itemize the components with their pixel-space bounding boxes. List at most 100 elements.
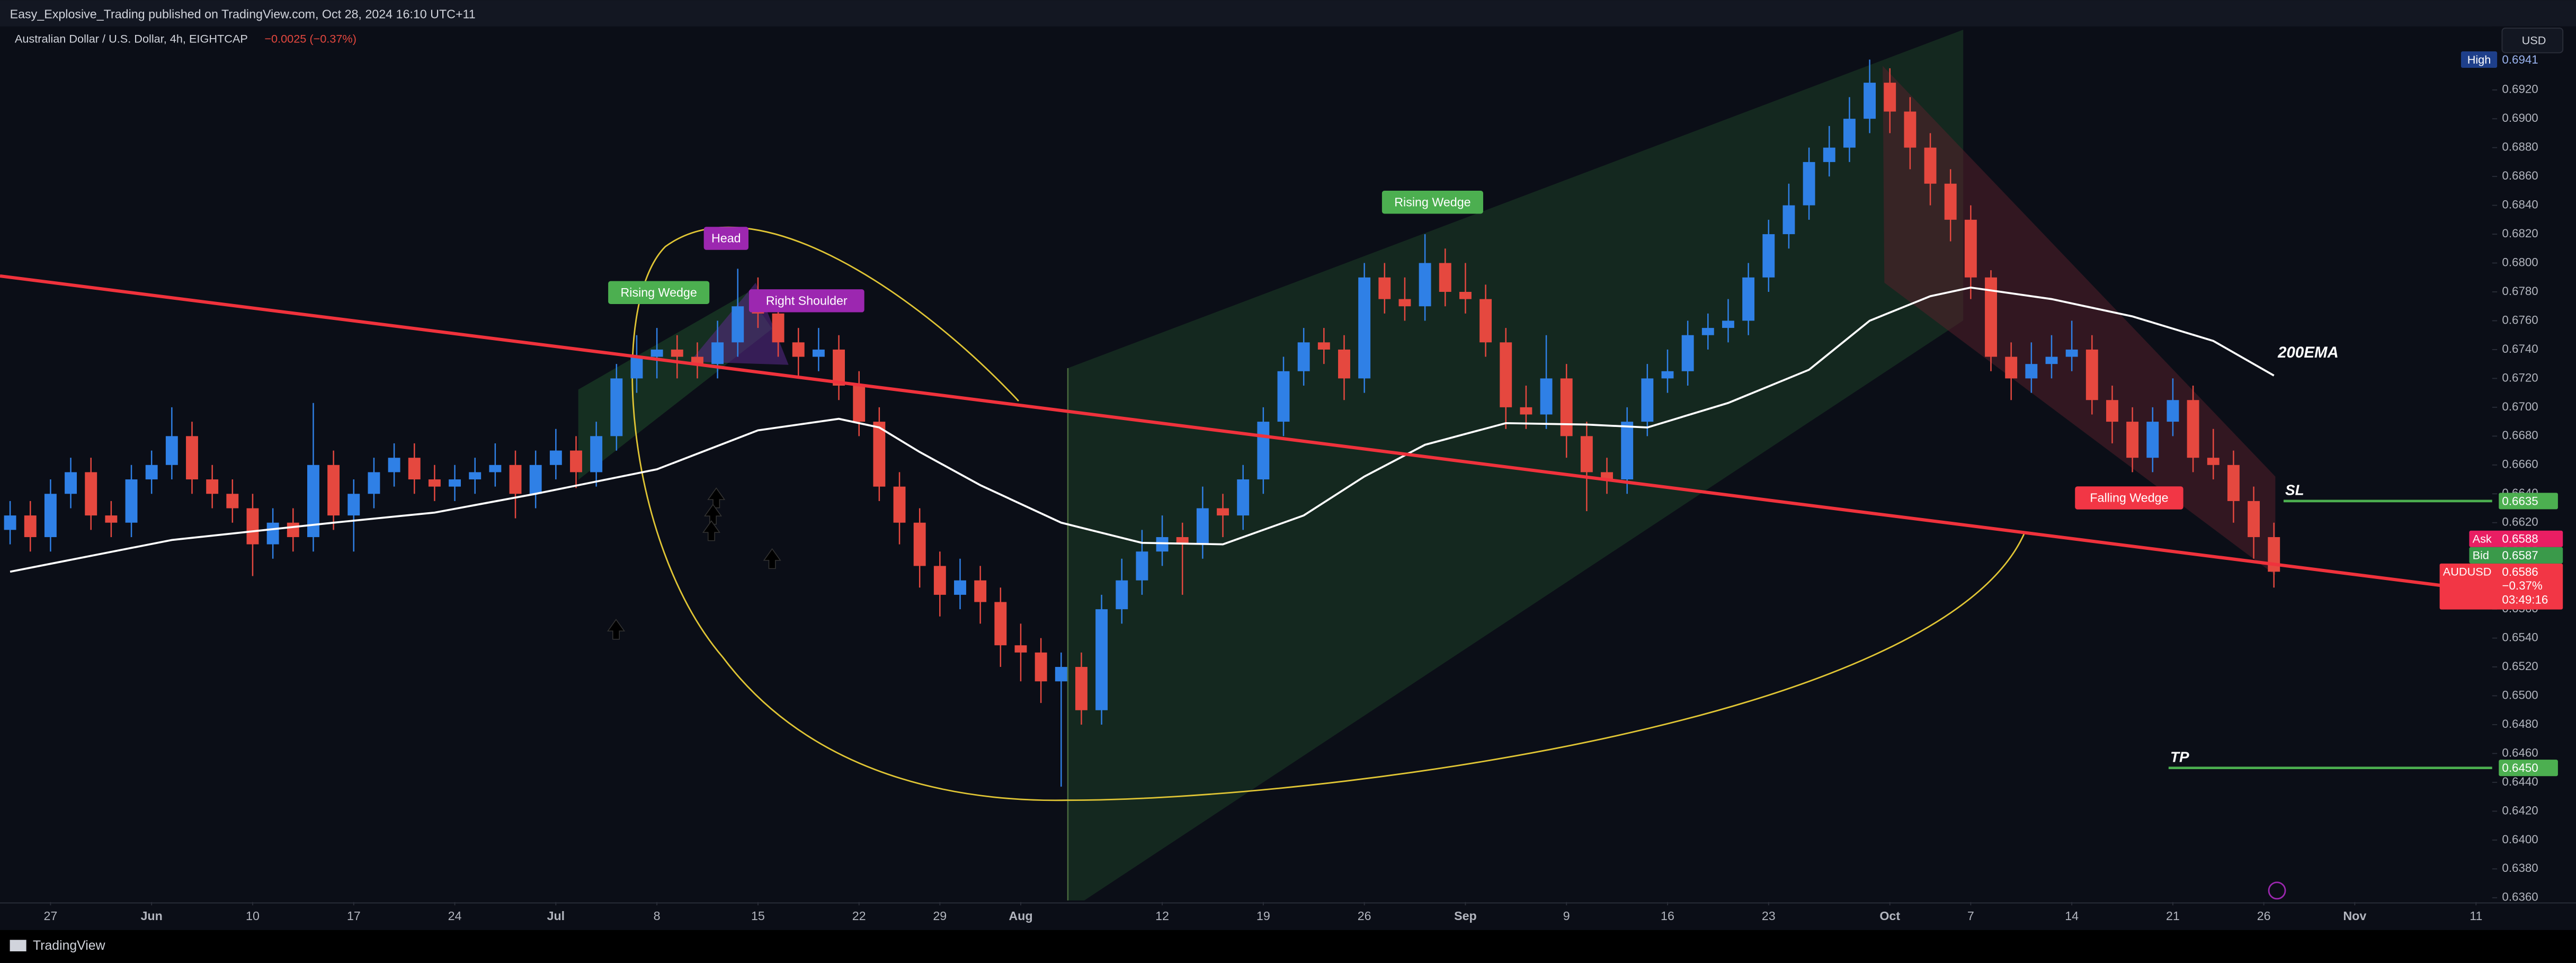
x-tick-label: 17 — [347, 909, 361, 923]
x-tick-label: 21 — [2166, 909, 2180, 923]
annotation-text: Falling Wedge — [2090, 491, 2168, 505]
candle-body — [1601, 472, 1613, 480]
currency-button[interactable] — [2501, 28, 2564, 54]
candle-body — [226, 494, 239, 509]
candle-body — [347, 494, 360, 516]
symbol-info: Australian Dollar / U.S. Dollar, 4h, EIG… — [15, 32, 248, 45]
candle-body — [853, 386, 866, 422]
y-tick-label: 0.6680 — [2502, 429, 2538, 442]
candle-body — [2065, 349, 2078, 357]
trend-line — [0, 274, 2493, 594]
overlay: Rising Wedge Head Right Shoulder Rising Wed… — [0, 191, 2493, 770]
candle-body — [2248, 501, 2260, 537]
footer — [0, 930, 2576, 963]
x-tick-label: 8 — [654, 909, 661, 923]
candle-body — [1762, 234, 1775, 278]
candle-body — [449, 479, 461, 487]
candle-body — [1641, 378, 1654, 422]
candle-body — [1944, 183, 1957, 220]
change-pct: −0.37% — [2502, 579, 2542, 592]
level-label: TP — [2170, 748, 2189, 765]
y-tick-label: 0.6820 — [2502, 227, 2538, 240]
x-tick-label: 27 — [43, 909, 57, 923]
ask-label: Ask — [2473, 532, 2492, 546]
candle-body — [206, 479, 219, 494]
candle-body — [974, 580, 987, 602]
candle-body — [1823, 147, 1835, 162]
candle-body — [1014, 645, 1027, 653]
candle-body — [489, 465, 502, 472]
annotation-box — [748, 289, 864, 313]
candle-body — [186, 436, 198, 480]
x-tick-label: 29 — [933, 909, 947, 923]
candle-body — [85, 472, 97, 516]
x-tick-label: 14 — [2065, 909, 2079, 923]
candle-body — [1843, 119, 1856, 148]
y-tick-label: 0.6840 — [2502, 198, 2538, 211]
symbol-tag: AUDUSD — [2443, 565, 2492, 578]
candle-body — [2045, 356, 2058, 364]
candle-body — [913, 522, 926, 566]
candle-body — [2025, 364, 2038, 379]
candle-body — [1742, 277, 1755, 321]
ema-line — [10, 286, 2275, 573]
y-tick-label: 0.6380 — [2502, 861, 2538, 875]
candle-body — [1722, 320, 1734, 328]
y-tick-label: 0.6700 — [2502, 400, 2538, 413]
candle-body — [105, 515, 118, 523]
brand: TradingView — [33, 939, 105, 953]
candle-body — [2126, 422, 2139, 458]
candle-body — [1681, 335, 1694, 371]
bid-label: Bid — [2473, 549, 2489, 562]
candle-body — [428, 479, 441, 487]
annotation-box — [1381, 191, 1483, 214]
x-tick-label: 26 — [1358, 909, 1371, 923]
symbol-change: −0.0025 (−0.37%) — [264, 32, 356, 45]
candle-body — [327, 465, 340, 516]
candle-body — [1701, 328, 1714, 335]
y-tick-label: 0.6520 — [2502, 659, 2538, 673]
candle-body — [630, 356, 643, 379]
candle-body — [368, 472, 380, 494]
candle-body — [24, 515, 37, 537]
annotation-text: Head — [711, 231, 741, 245]
candle-body — [994, 602, 1007, 646]
x-tick-label: Aug — [1009, 909, 1032, 923]
candle-body — [1297, 342, 1310, 371]
arrow — [607, 619, 626, 640]
annotation-box — [703, 227, 748, 250]
candle-body — [671, 349, 683, 357]
candle-body — [1136, 551, 1148, 581]
high-tag-label — [2461, 51, 2498, 68]
candle-body — [1419, 263, 1431, 307]
y-tick-label: 0.6880 — [2502, 140, 2538, 154]
candle-body — [1176, 537, 1189, 545]
x-tick-label: Nov — [2343, 909, 2366, 923]
alert-icon[interactable] — [2268, 881, 2286, 900]
x-tick-label: 9 — [1563, 909, 1570, 923]
x-tick-label: 24 — [448, 909, 462, 923]
candle-body — [1116, 580, 1128, 610]
candle-body — [954, 580, 966, 595]
annotation-text: Right Shoulder — [766, 294, 848, 308]
candle-body — [2268, 537, 2280, 572]
y-tick-label: 0.6740 — [2502, 342, 2538, 355]
y-tick-label: 0.6760 — [2502, 313, 2538, 326]
currency[interactable]: USD — [2522, 34, 2546, 47]
candle-body — [1500, 342, 1512, 407]
candle-body — [145, 465, 158, 480]
candle-body — [4, 515, 16, 530]
y-tick-label: 0.6920 — [2502, 83, 2538, 96]
candle-body — [287, 522, 299, 537]
candle-body — [44, 494, 57, 537]
arrows — [607, 487, 781, 640]
candle-body — [1803, 162, 1815, 206]
x-tick-label: Sep — [1454, 909, 1477, 923]
high-label: High — [2467, 53, 2491, 66]
x-tick-label: 15 — [751, 909, 765, 923]
bid-value: 0.6587 — [2502, 549, 2538, 562]
arrow — [707, 487, 726, 509]
candle-body — [2106, 400, 2118, 422]
falling-wedge-zone — [1883, 66, 2276, 575]
